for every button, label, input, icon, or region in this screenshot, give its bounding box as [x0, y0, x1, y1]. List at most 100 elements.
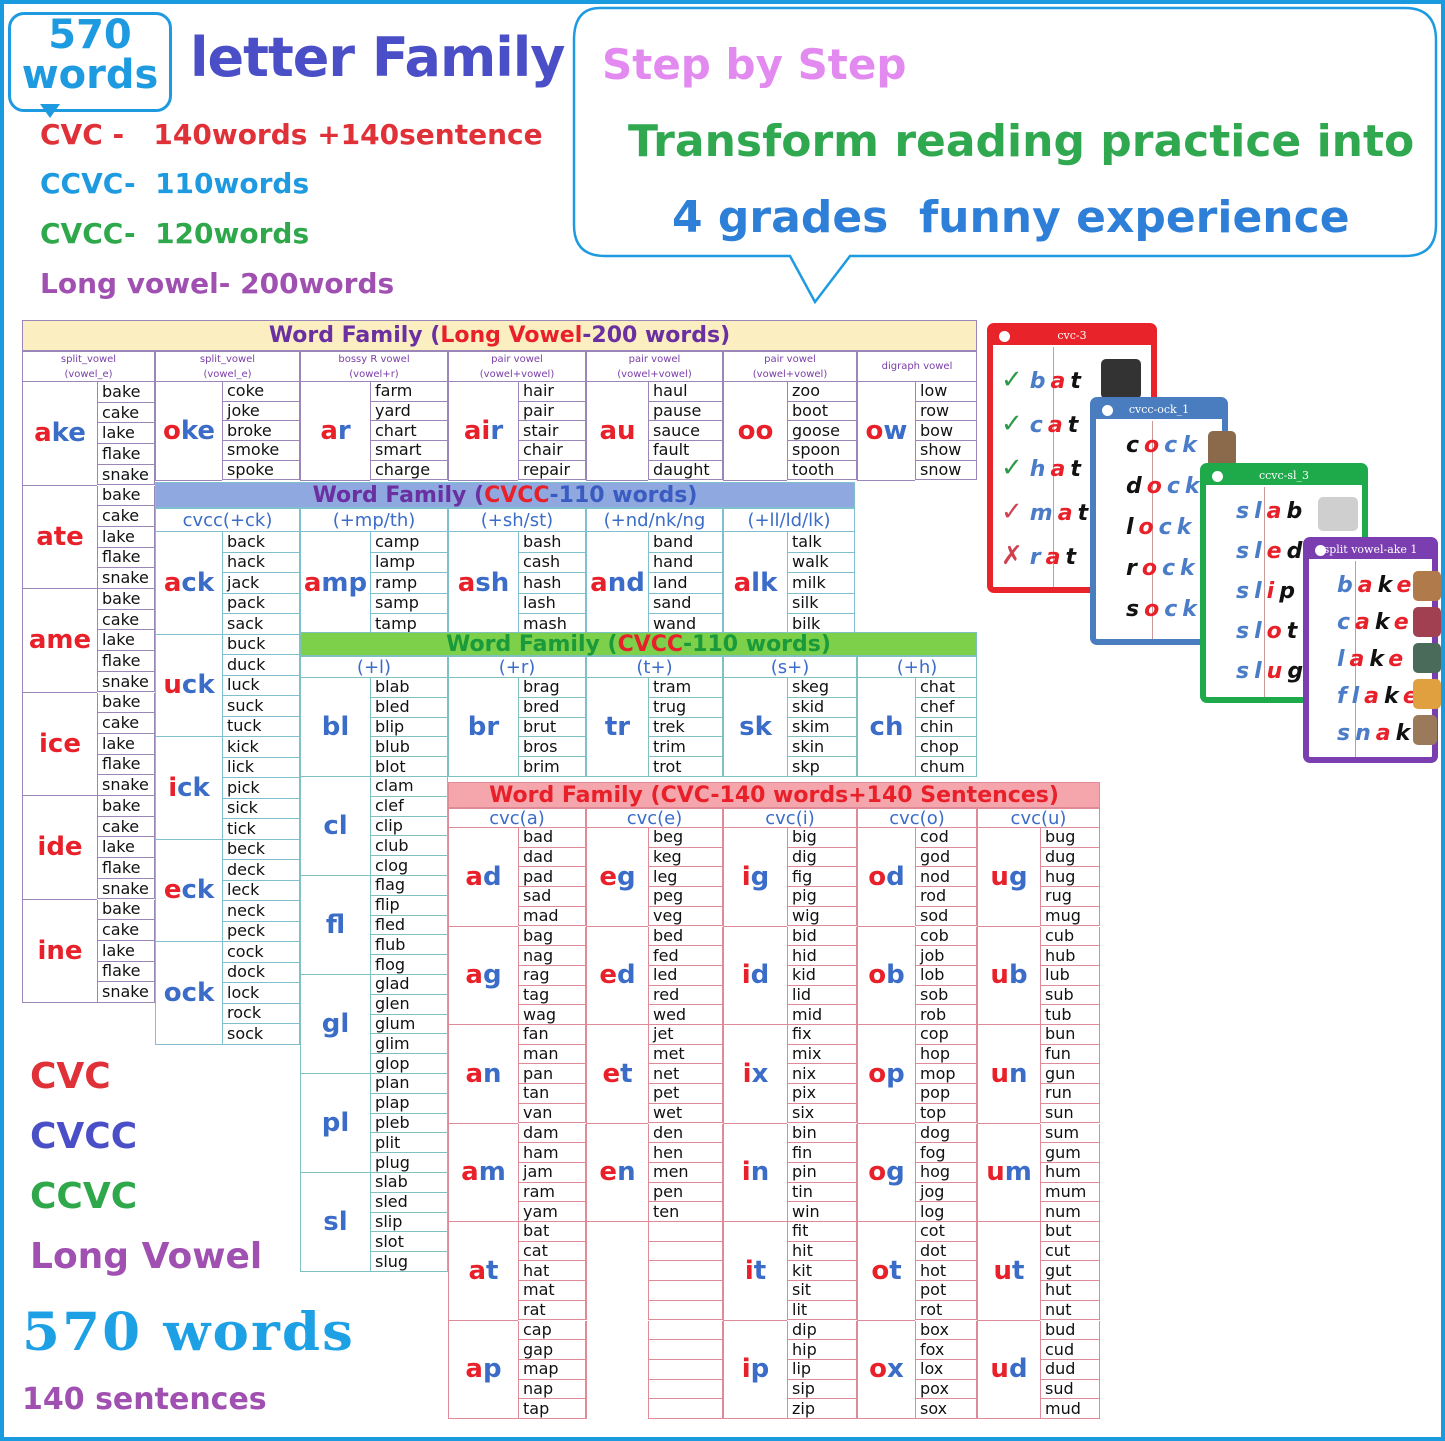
flash-card: split vowel-ake 1bakecakelakeflakesnake	[1303, 537, 1441, 763]
word-cell: leg	[648, 867, 723, 888]
word-cell: chop	[915, 737, 977, 758]
word-cell: skin	[787, 737, 857, 758]
card-word: slot	[1236, 619, 1302, 644]
ccvc-title: Word Family (CVCC -110 words)	[300, 632, 977, 657]
title-part: -110 words)	[549, 482, 698, 508]
stem-vowel: o	[868, 1058, 887, 1089]
word-cell: glim	[370, 1034, 448, 1055]
word-cell: fin	[787, 1143, 857, 1163]
letter: a	[1266, 499, 1287, 524]
bubble-line-2: 4 grades funny experience	[672, 192, 1350, 243]
letter: s	[1126, 597, 1145, 622]
word-cell: lub	[1040, 965, 1100, 986]
word-cell: hum	[1040, 1162, 1100, 1183]
word-count-badge: 570 words	[8, 12, 172, 112]
word-cell: kit	[787, 1261, 857, 1282]
card-word: ✓cat	[1001, 409, 1083, 439]
empty-cell	[648, 1300, 723, 1321]
word-cell: tram	[648, 678, 723, 698]
column-header: (s+)	[723, 656, 857, 678]
word-cell: sun	[1040, 1103, 1100, 1124]
word-family-stem: o ke	[155, 382, 222, 481]
stem-ending: t	[889, 1255, 902, 1286]
word-cell: snow	[915, 460, 977, 481]
card-word: ✓mat	[1001, 497, 1093, 527]
word-cell: skim	[787, 717, 857, 738]
word-cell: snake	[97, 775, 155, 796]
letter: sl	[1236, 499, 1267, 524]
word-cell: lid	[787, 985, 857, 1006]
word-cell: pix	[787, 1084, 857, 1104]
letter: a	[1050, 369, 1071, 394]
empty-cell	[648, 1359, 723, 1380]
word-family-stem: ch	[857, 678, 915, 777]
word-cell: bad	[518, 828, 586, 848]
word-cell: flag	[370, 876, 448, 896]
stem-ending: b	[886, 960, 905, 991]
word-cell: flip	[370, 895, 448, 916]
word-cell: pox	[915, 1379, 977, 1400]
word-cell: jack	[222, 573, 300, 594]
card-word: lake	[1337, 647, 1408, 672]
word-cell: lake	[97, 630, 155, 652]
word-cell: clog	[370, 856, 448, 876]
slab-picture	[1318, 497, 1358, 531]
word-cell: bake	[97, 485, 155, 507]
word-cell: plap	[370, 1093, 448, 1114]
word-cell: show	[915, 441, 977, 461]
stem-ending: t	[620, 1058, 633, 1089]
word-cell: sub	[1040, 985, 1100, 1006]
word-cell: ten	[648, 1202, 723, 1222]
letter: a	[1355, 610, 1375, 635]
word-cell: chef	[915, 697, 977, 718]
word-family-stem: ame	[22, 589, 97, 693]
word-cell: hid	[787, 946, 857, 966]
card-word: dock	[1126, 474, 1205, 499]
word-cell: sob	[915, 985, 977, 1006]
word-family-stem: oo	[723, 382, 787, 481]
word-cell: met	[648, 1044, 723, 1065]
word-cell: brim	[518, 757, 586, 777]
word-cell: fox	[915, 1340, 977, 1360]
word-cell: spoke	[222, 460, 300, 481]
letter: c	[1029, 413, 1048, 438]
word-cell: lip	[787, 1359, 857, 1380]
stem-vowel: u	[163, 670, 182, 701]
word-cell: snake	[97, 878, 155, 900]
cake-picture	[1413, 607, 1441, 637]
column-header: cvcc(+ck)	[155, 508, 300, 532]
stem-ending: g	[1008, 861, 1028, 892]
column-header: cvc(u)	[977, 808, 1100, 829]
stem-ending: d	[617, 960, 636, 991]
word-family-stem: a ke	[22, 382, 97, 486]
word-cell: bun	[1040, 1025, 1100, 1045]
word-cell: gun	[1040, 1064, 1100, 1085]
word-cell: run	[1040, 1084, 1100, 1104]
word-cell: trim	[648, 737, 723, 758]
word-cell: hop	[915, 1044, 977, 1065]
word-cell: fan	[518, 1025, 586, 1045]
bubble-line-1: Transform reading practice into	[628, 116, 1415, 167]
word-cell: wag	[518, 1005, 586, 1025]
bake-picture	[1413, 571, 1441, 601]
stem-ending: sl	[323, 1207, 348, 1237]
word-cell: bow	[915, 421, 977, 442]
column-header: (+nd/nk/ng	[586, 508, 723, 532]
letter: i	[1266, 579, 1280, 604]
stem-ending: m	[1004, 1157, 1032, 1188]
word-cell: cat	[518, 1241, 586, 1262]
empty-cell	[586, 1399, 648, 1419]
word-cell: talk	[787, 532, 855, 553]
word-cell: god	[915, 847, 977, 868]
word-cell: job	[915, 946, 977, 966]
empty-cell	[586, 1222, 648, 1242]
word-cell: dug	[1040, 847, 1100, 868]
card-divider	[1053, 347, 1054, 587]
word-cell: zoo	[787, 382, 857, 402]
